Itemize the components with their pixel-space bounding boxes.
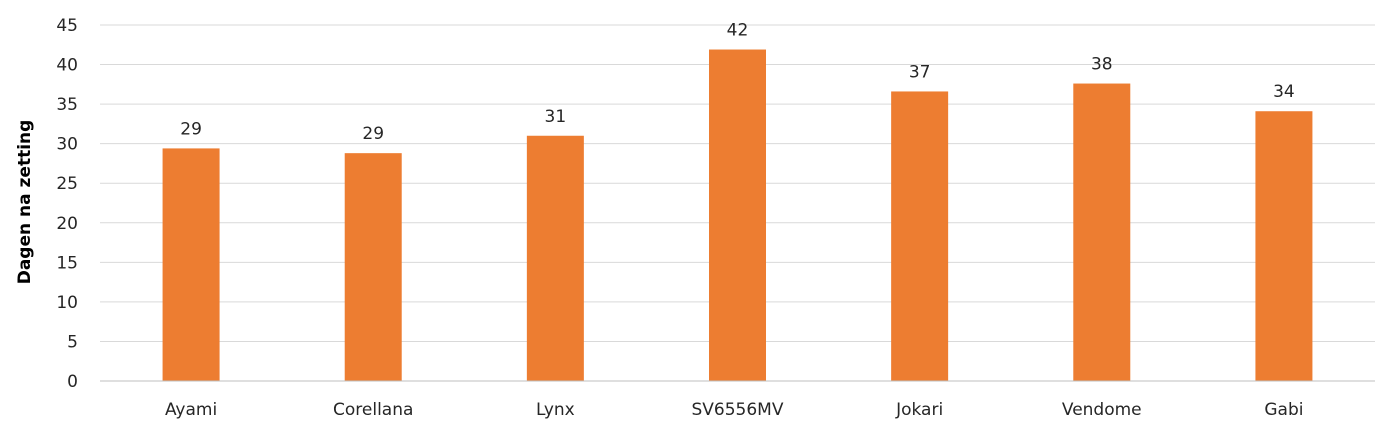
bar [891, 91, 949, 381]
x-tick-label: SV6556MV [692, 400, 784, 420]
y-tick-label: 0 [67, 372, 78, 392]
data-label: 38 [1091, 55, 1113, 75]
data-label: 34 [1273, 82, 1295, 102]
x-tick-label: Lynx [536, 400, 575, 420]
x-tick-label: Gabi [1264, 400, 1303, 420]
data-label: 37 [909, 62, 931, 82]
bar [162, 148, 220, 381]
x-tick-label: Corellana [333, 400, 413, 420]
y-tick-label: 40 [56, 56, 78, 76]
data-label: 29 [180, 119, 202, 139]
x-tick-label: Jokari [895, 400, 943, 420]
x-axis-ticks: Ayami Corellana Lynx SV6556MV Jokari Vendome G… [165, 400, 1304, 420]
data-label: 29 [362, 124, 384, 144]
bar [1255, 111, 1313, 381]
y-axis-ticks: 0 5 10 15 20 25 30 35 40 45 [56, 16, 78, 392]
y-tick-label: 45 [56, 16, 78, 36]
data-label: 31 [545, 107, 567, 127]
y-tick-label: 20 [56, 214, 78, 234]
y-axis-label: Dagen na zetting [15, 120, 35, 285]
y-tick-label: 25 [56, 174, 78, 194]
data-label: 42 [727, 21, 749, 41]
y-tick-label: 30 [56, 135, 78, 155]
bar [344, 153, 402, 381]
x-tick-label: Ayami [165, 400, 217, 420]
data-labels: 29 29 31 42 37 38 34 [180, 21, 1294, 145]
bar [1073, 83, 1131, 381]
bars [162, 49, 1313, 381]
y-tick-label: 35 [56, 95, 78, 115]
y-tick-label: 5 [67, 332, 78, 352]
x-tick-label: Vendome [1062, 400, 1142, 420]
bar [526, 135, 584, 381]
y-tick-label: 10 [56, 293, 78, 313]
y-tick-label: 15 [56, 253, 78, 273]
bar [709, 49, 766, 381]
